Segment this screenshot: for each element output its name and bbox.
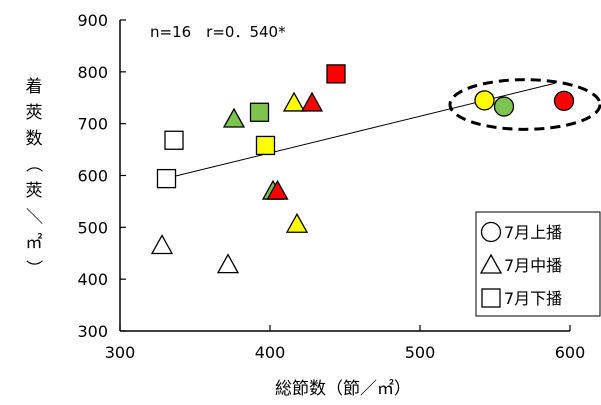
x-tick-label: 500 bbox=[405, 343, 436, 362]
legend-triangle-icon bbox=[479, 253, 503, 274]
legend-item: 7月下播 bbox=[481, 288, 562, 308]
legend: 7月上播 7月中播 7月下播 bbox=[475, 211, 601, 317]
y-tick-label: 700 bbox=[77, 115, 108, 134]
y-label-char: ） bbox=[23, 260, 43, 277]
highlight-ellipse bbox=[448, 78, 601, 131]
y-label-char: 着 bbox=[26, 77, 43, 97]
legend-label: 7月下播 bbox=[504, 289, 562, 308]
legend-item: 7月上播 bbox=[480, 221, 562, 243]
data-point-triangle bbox=[300, 91, 324, 112]
x-axis-ticks: 300 400 500 600 bbox=[105, 325, 586, 362]
data-point-triangle bbox=[266, 179, 289, 200]
x-tick-label: 300 bbox=[105, 343, 136, 362]
data-point-circle bbox=[493, 96, 515, 117]
y-label-char: ㎡ bbox=[26, 233, 43, 253]
x-axis-label: 総節数（節／㎡） bbox=[275, 379, 411, 399]
y-tick-label: 500 bbox=[77, 218, 108, 237]
data-point-square bbox=[249, 102, 270, 122]
y-label-char: 莢 bbox=[26, 181, 43, 201]
regression-line bbox=[164, 82, 556, 180]
legend-square-icon bbox=[481, 288, 501, 308]
y-tick-label: 900 bbox=[77, 11, 108, 30]
data-point-square bbox=[164, 130, 184, 150]
data-point-triangle bbox=[285, 212, 309, 233]
y-tick-label: 400 bbox=[77, 270, 108, 289]
y-label-char: 莢 bbox=[26, 103, 43, 123]
data-points bbox=[150, 64, 575, 274]
data-point-triangle bbox=[216, 253, 240, 274]
y-tick-label: 300 bbox=[77, 322, 108, 341]
legend-circle-icon bbox=[480, 221, 502, 243]
y-tick-label: 600 bbox=[77, 167, 108, 186]
legend-label: 7月中播 bbox=[504, 256, 562, 275]
data-point-triangle bbox=[282, 91, 306, 112]
data-point-triangle bbox=[222, 107, 246, 128]
legend-item: 7月中播 bbox=[479, 253, 562, 275]
data-point-circle bbox=[553, 90, 575, 112]
y-axis-label: 着莢数（莢／㎡） bbox=[23, 77, 43, 277]
y-axis-ticks: 300 400 500 600 700 800 900 bbox=[77, 11, 126, 341]
data-point-square bbox=[326, 64, 346, 84]
data-point-triangle bbox=[150, 234, 174, 255]
data-point-circle bbox=[474, 90, 495, 111]
correlation-annotation: n=16 r=0．540* bbox=[150, 23, 286, 41]
x-tick-label: 400 bbox=[255, 343, 286, 362]
y-label-char: （ bbox=[23, 156, 43, 173]
legend-label: 7月上播 bbox=[504, 223, 562, 242]
y-tick-label: 800 bbox=[77, 63, 108, 82]
data-point-square bbox=[156, 168, 177, 189]
y-label-char: ／ bbox=[23, 208, 43, 225]
data-point-square bbox=[255, 135, 276, 156]
x-tick-label: 600 bbox=[555, 343, 586, 362]
y-label-char: 数 bbox=[26, 129, 43, 149]
